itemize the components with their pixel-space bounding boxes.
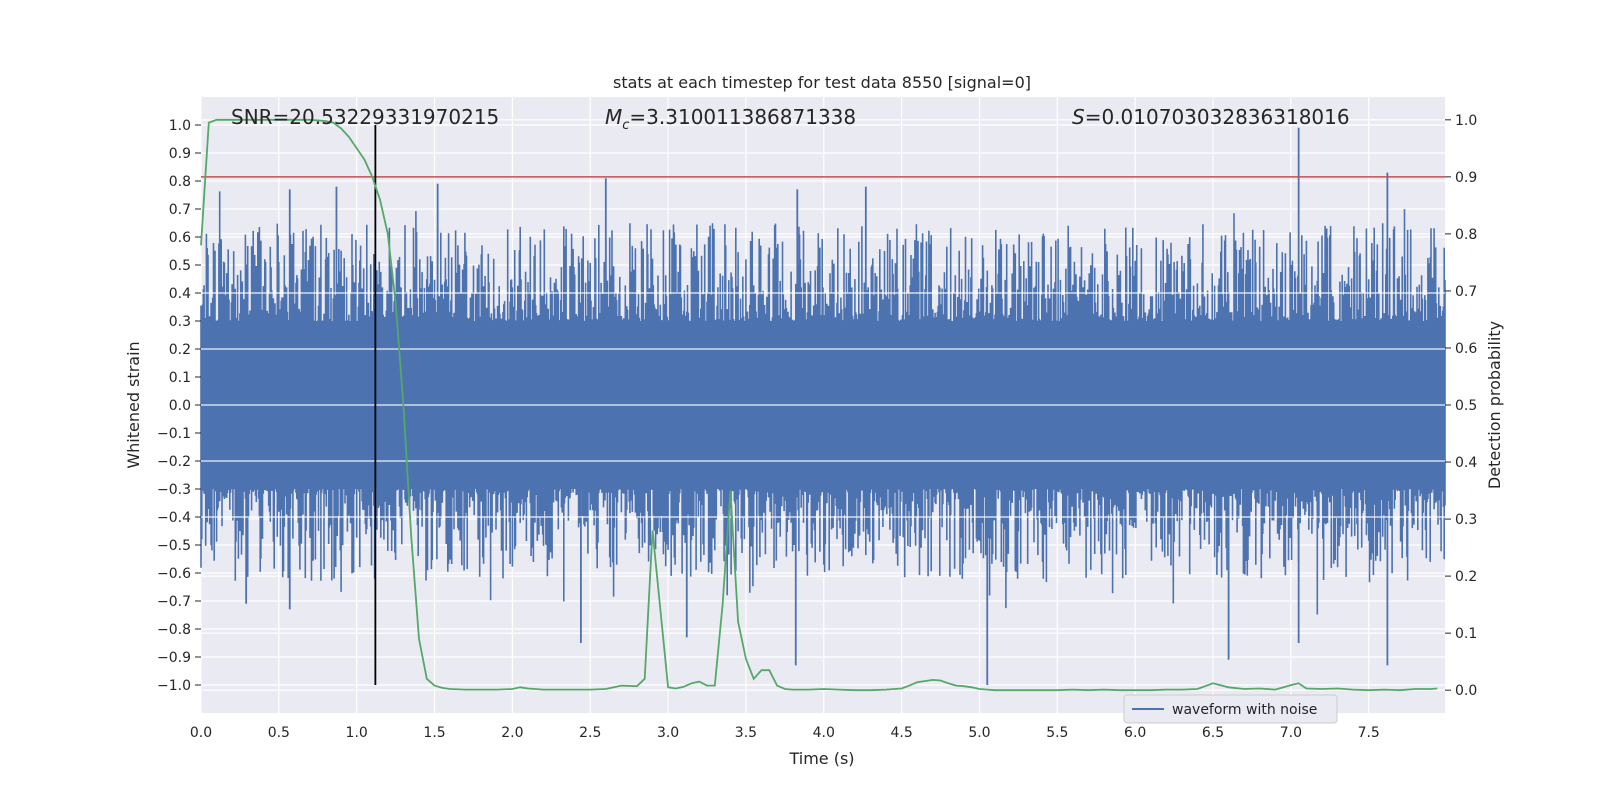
- y-tick-label: −0.6: [157, 566, 191, 582]
- detection-probability-series: [200, 118, 1438, 692]
- s-symbol: S: [1072, 105, 1085, 129]
- y-tick-label: 0.6: [169, 230, 191, 246]
- y-tick-label: 0.9: [169, 146, 191, 162]
- y2-tick-label: 0.1: [1455, 626, 1477, 642]
- x-tick-label: 1.0: [346, 725, 368, 741]
- y-tick-label: −0.8: [157, 622, 191, 638]
- y-axis-ticks: 1.0 0.9 0.8 0.7 0.6 0.5 0.4 0.3 0.2 0.1 0.0 −0.1 −0.…: [157, 118, 201, 694]
- waveform-with-noise-series: [200, 127, 1446, 685]
- y2-axis-label: Detection probability: [1485, 321, 1504, 489]
- y2-tick-label: 0.9: [1455, 170, 1477, 186]
- x-tick-label: 0.5: [268, 725, 290, 741]
- y2-tick-label: 1.0: [1455, 113, 1477, 129]
- chirp-mass-value: =3.310011386871338: [629, 105, 856, 129]
- y-tick-label: 0.1: [169, 370, 191, 386]
- y-tick-label: 0.7: [169, 202, 191, 218]
- chirp-mass-symbol: M: [605, 105, 622, 129]
- y2-axis-ticks: 1.0 0.9 0.8 0.7 0.6 0.5 0.4 0.3 0.2 0.1 0.0: [1445, 113, 1477, 699]
- y-tick-label: 0.3: [169, 314, 191, 330]
- x-tick-label: 4.0: [813, 725, 835, 741]
- chart-title: stats at each timestep for test data 855…: [613, 73, 1031, 92]
- x-tick-label: 3.5: [735, 725, 757, 741]
- x-tick-label: 7.0: [1280, 725, 1302, 741]
- y-tick-label: −0.9: [157, 650, 191, 666]
- x-tick-label: 6.5: [1202, 725, 1224, 741]
- legend: waveform with noise: [1123, 694, 1338, 724]
- x-tick-label: 1.5: [423, 725, 445, 741]
- legend-box: [1123, 694, 1338, 724]
- y2-tick-label: 0.0: [1455, 683, 1477, 699]
- x-tick-label: 2.5: [579, 725, 601, 741]
- y-tick-label: −0.5: [157, 538, 191, 554]
- x-tick-label: 5.5: [1046, 725, 1068, 741]
- s-annotation: S=0.010703032836318016: [1072, 105, 1350, 129]
- chirp-mass-subscript: c: [622, 118, 629, 133]
- y-tick-label: −0.4: [157, 510, 191, 526]
- snr-annotation: SNR=20.53229331970215: [231, 105, 499, 129]
- x-tick-label: 3.0: [657, 725, 679, 741]
- y-tick-label: −0.3: [157, 482, 191, 498]
- y2-tick-label: 0.5: [1455, 398, 1477, 414]
- y-tick-label: 0.2: [169, 342, 191, 358]
- x-tick-label: 7.5: [1358, 725, 1380, 741]
- y-tick-label: −0.7: [157, 594, 191, 610]
- y2-tick-label: 0.2: [1455, 569, 1477, 585]
- y2-tick-label: 0.8: [1455, 227, 1477, 243]
- y-tick-label: 0.0: [169, 398, 191, 414]
- x-axis-label: Time (s): [788, 749, 854, 768]
- legend-label-waveform: waveform with noise: [1172, 702, 1317, 718]
- y2-tick-label: 0.6: [1455, 341, 1477, 357]
- x-axis-ticks: 0.0 0.5 1.0 1.5 2.0 2.5 3.0 3.5 4.0 4.5 5.0 5.5 6.0 6…: [190, 725, 1380, 741]
- s-value: =0.010703032836318016: [1085, 105, 1350, 129]
- chirp-mass-annotation: Mc=3.310011386871338: [605, 105, 856, 133]
- x-tick-label: 2.0: [501, 725, 523, 741]
- y-tick-label: 1.0: [169, 118, 191, 134]
- y2-tick-label: 0.3: [1455, 512, 1477, 528]
- y2-tick-label: 0.4: [1455, 455, 1477, 471]
- x-tick-label: 4.5: [890, 725, 912, 741]
- y-tick-label: −0.1: [157, 426, 191, 442]
- y-tick-label: 0.4: [169, 286, 191, 302]
- y-tick-label: −1.0: [157, 678, 191, 694]
- x-tick-label: 5.0: [968, 725, 990, 741]
- x-tick-label: 6.0: [1124, 725, 1146, 741]
- y2-tick-label: 0.7: [1455, 284, 1477, 300]
- waveform-trace: [200, 191, 1446, 615]
- y-tick-label: 0.5: [169, 258, 191, 274]
- x-tick-label: 0.0: [190, 725, 212, 741]
- y-tick-label: −0.2: [157, 454, 191, 470]
- y-tick-label: 0.8: [169, 174, 191, 190]
- y-axis-label: Whitened strain: [124, 341, 143, 468]
